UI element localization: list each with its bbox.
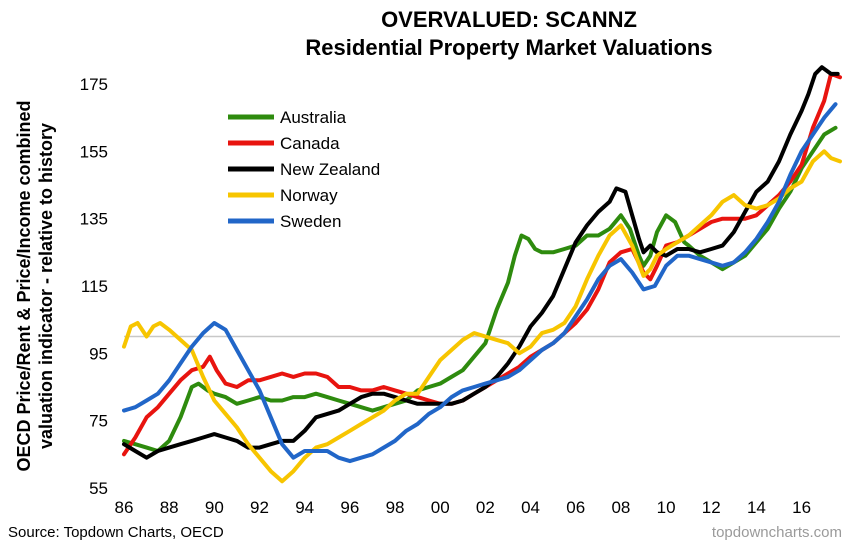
y-tick-label: 175 [80,75,108,94]
x-tick-label: 00 [431,498,450,517]
legend: Australia Canada New Zealand Norway Sweden [228,108,380,231]
series-line-norway [122,149,842,484]
legend-label: Canada [280,134,340,153]
y-axis-label-line2: valuation indicator - relative to histor… [36,123,56,449]
y-tick-label: 115 [81,277,108,296]
series-line-sweden [122,102,838,464]
x-tick-label: 88 [160,498,179,517]
x-tick-label: 96 [340,498,359,517]
x-tick-label: 14 [747,498,766,517]
chart-title-line2: Residential Property Market Valuations [305,35,712,60]
brand-watermark: topdowncharts.com [712,524,842,541]
x-tick-label: 92 [250,498,269,517]
x-tick-labels: 86 88 90 92 94 96 98 00 02 04 06 08 10 12 14 16 [115,498,812,517]
x-tick-label: 98 [386,498,405,517]
legend-label: New Zealand [280,160,380,179]
x-tick-label: 08 [611,498,630,517]
y-axis-label-line1: OECD Price/Rent & Price/Income combined [14,100,34,471]
y-tick-labels: 55 75 95 115 135 155 175 [80,75,108,498]
source-note: Source: Topdown Charts, OECD [8,524,224,541]
x-tick-label: 94 [295,498,314,517]
chart-title-line1: OVERVALUED: SCANNZ [381,7,637,32]
y-tick-label: 95 [89,344,108,363]
y-tick-label: 155 [80,142,108,161]
x-tick-label: 16 [792,498,811,517]
x-tick-label: 02 [476,498,495,517]
y-tick-label: 135 [80,210,108,229]
x-tick-label: 86 [115,498,134,517]
x-tick-label: 10 [657,498,676,517]
series-lines [122,65,842,484]
x-tick-label: 04 [521,498,540,517]
legend-label: Sweden [280,212,341,231]
legend-label: Norway [280,186,338,205]
x-tick-label: 90 [205,498,224,517]
y-tick-label: 75 [89,412,108,431]
x-tick-label: 12 [702,498,721,517]
x-tick-label: 06 [566,498,585,517]
y-tick-label: 55 [89,479,108,498]
legend-label: Australia [280,108,347,127]
series-line-australia [122,125,838,453]
